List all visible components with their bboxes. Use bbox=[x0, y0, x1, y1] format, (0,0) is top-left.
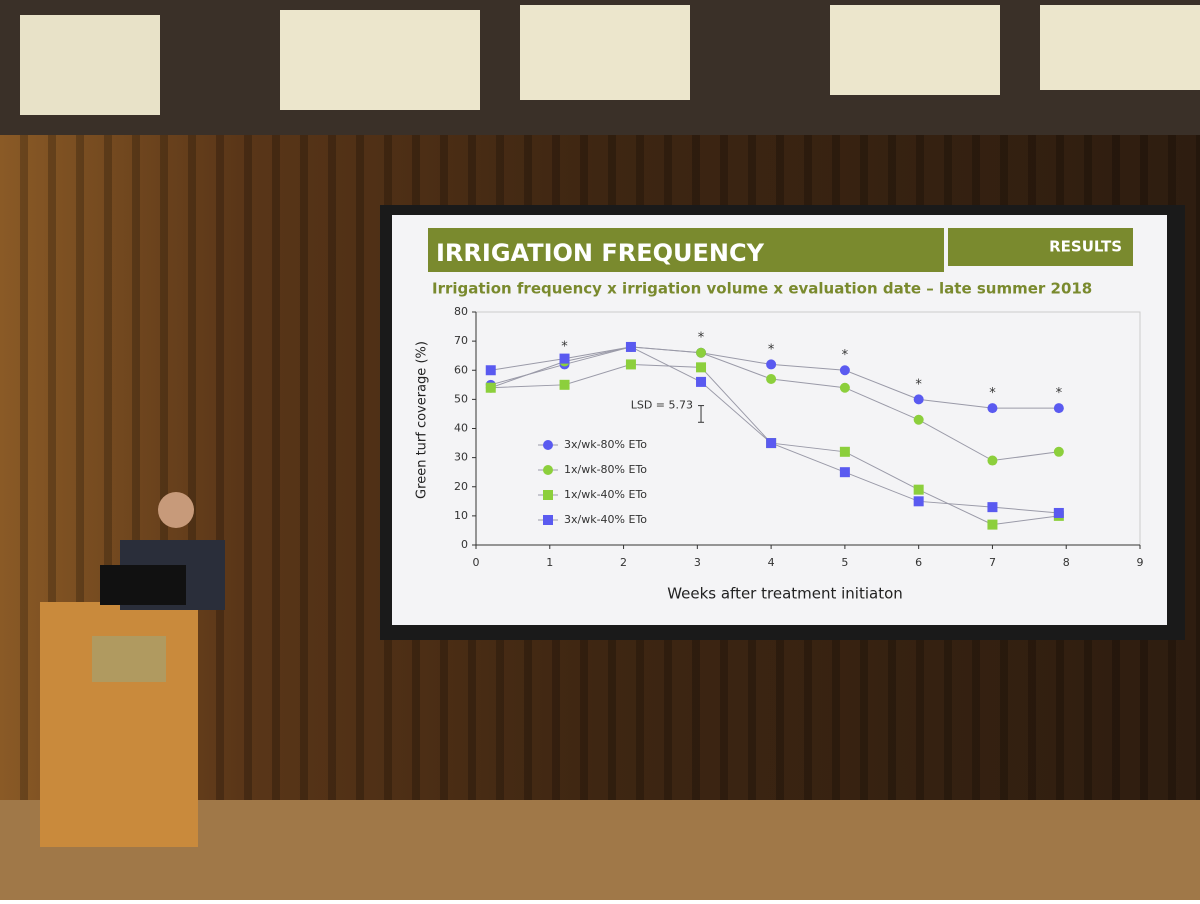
marker bbox=[625, 341, 636, 352]
x-tick-label: 8 bbox=[1063, 556, 1070, 569]
x-tick-label: 2 bbox=[620, 556, 627, 569]
legend-marker bbox=[543, 465, 553, 475]
x-tick-label: 5 bbox=[841, 556, 848, 569]
marker bbox=[987, 519, 998, 530]
legend-label: 1x/wk-80% ETo bbox=[564, 463, 647, 476]
ceiling-light bbox=[830, 5, 1000, 95]
y-tick-label: 20 bbox=[454, 480, 468, 493]
x-tick-label: 7 bbox=[989, 556, 996, 569]
legend-label: 3x/wk-40% ETo bbox=[564, 513, 647, 526]
marker bbox=[913, 394, 924, 405]
legend-marker bbox=[543, 515, 553, 525]
y-tick-label: 70 bbox=[454, 334, 468, 347]
lsd-label: LSD = 5.73 bbox=[631, 399, 693, 412]
y-tick-label: 80 bbox=[454, 305, 468, 318]
y-tick-label: 60 bbox=[454, 363, 468, 376]
ceiling-light bbox=[1040, 5, 1200, 90]
significance-mark: * bbox=[561, 339, 568, 354]
legend-label: 3x/wk-80% ETo bbox=[564, 438, 647, 451]
marker bbox=[766, 373, 777, 384]
ceiling-light bbox=[520, 5, 690, 100]
marker bbox=[1053, 446, 1064, 457]
marker bbox=[559, 379, 570, 390]
legend-label: 1x/wk-40% ETo bbox=[564, 488, 647, 501]
slide bbox=[392, 215, 1167, 625]
x-tick-label: 3 bbox=[694, 556, 701, 569]
section-bar bbox=[948, 228, 1133, 266]
ceiling-light bbox=[280, 10, 480, 110]
significance-mark: * bbox=[989, 386, 996, 401]
marker bbox=[839, 365, 850, 376]
x-axis-label: Weeks after treatment initiaton bbox=[667, 585, 903, 603]
x-tick-label: 0 bbox=[473, 556, 480, 569]
y-tick-label: 40 bbox=[454, 422, 468, 435]
significance-mark: * bbox=[768, 342, 775, 357]
marker bbox=[485, 365, 496, 376]
marker bbox=[839, 446, 850, 457]
stage-floor bbox=[0, 800, 1200, 900]
y-axis-label: Green turf coverage (%) bbox=[415, 341, 430, 499]
marker bbox=[696, 376, 707, 387]
laptop bbox=[100, 565, 186, 605]
podium-plaque bbox=[92, 636, 166, 682]
y-tick-label: 0 bbox=[461, 538, 468, 551]
marker bbox=[559, 353, 570, 364]
marker bbox=[987, 403, 998, 414]
legend-marker bbox=[543, 440, 553, 450]
marker bbox=[987, 455, 998, 466]
marker bbox=[1053, 403, 1064, 414]
marker bbox=[696, 362, 707, 373]
ceiling-light bbox=[20, 15, 160, 115]
y-tick-label: 30 bbox=[454, 451, 468, 464]
marker bbox=[485, 382, 496, 393]
presenter-head bbox=[158, 492, 194, 528]
marker bbox=[1053, 507, 1064, 518]
significance-mark: * bbox=[842, 348, 849, 363]
marker bbox=[913, 496, 924, 507]
marker bbox=[766, 438, 777, 449]
marker bbox=[913, 414, 924, 425]
significance-mark: * bbox=[1056, 386, 1063, 401]
legend-marker bbox=[543, 490, 553, 500]
marker bbox=[625, 359, 636, 370]
marker bbox=[696, 347, 707, 358]
x-tick-label: 9 bbox=[1137, 556, 1144, 569]
x-tick-label: 6 bbox=[915, 556, 922, 569]
significance-mark: * bbox=[698, 331, 705, 346]
significance-mark: * bbox=[915, 377, 922, 392]
marker bbox=[839, 467, 850, 478]
y-tick-label: 10 bbox=[454, 509, 468, 522]
slide-title: IRRIGATION FREQUENCY bbox=[436, 239, 765, 267]
x-tick-label: 4 bbox=[768, 556, 775, 569]
marker bbox=[987, 502, 998, 513]
marker bbox=[766, 359, 777, 370]
y-tick-label: 50 bbox=[454, 392, 468, 405]
x-tick-label: 1 bbox=[546, 556, 553, 569]
chart-title: Irrigation frequency x irrigation volume… bbox=[432, 280, 1092, 298]
marker bbox=[839, 382, 850, 393]
title-bar bbox=[428, 228, 944, 272]
section-label: RESULTS bbox=[1049, 238, 1122, 256]
marker bbox=[913, 484, 924, 495]
